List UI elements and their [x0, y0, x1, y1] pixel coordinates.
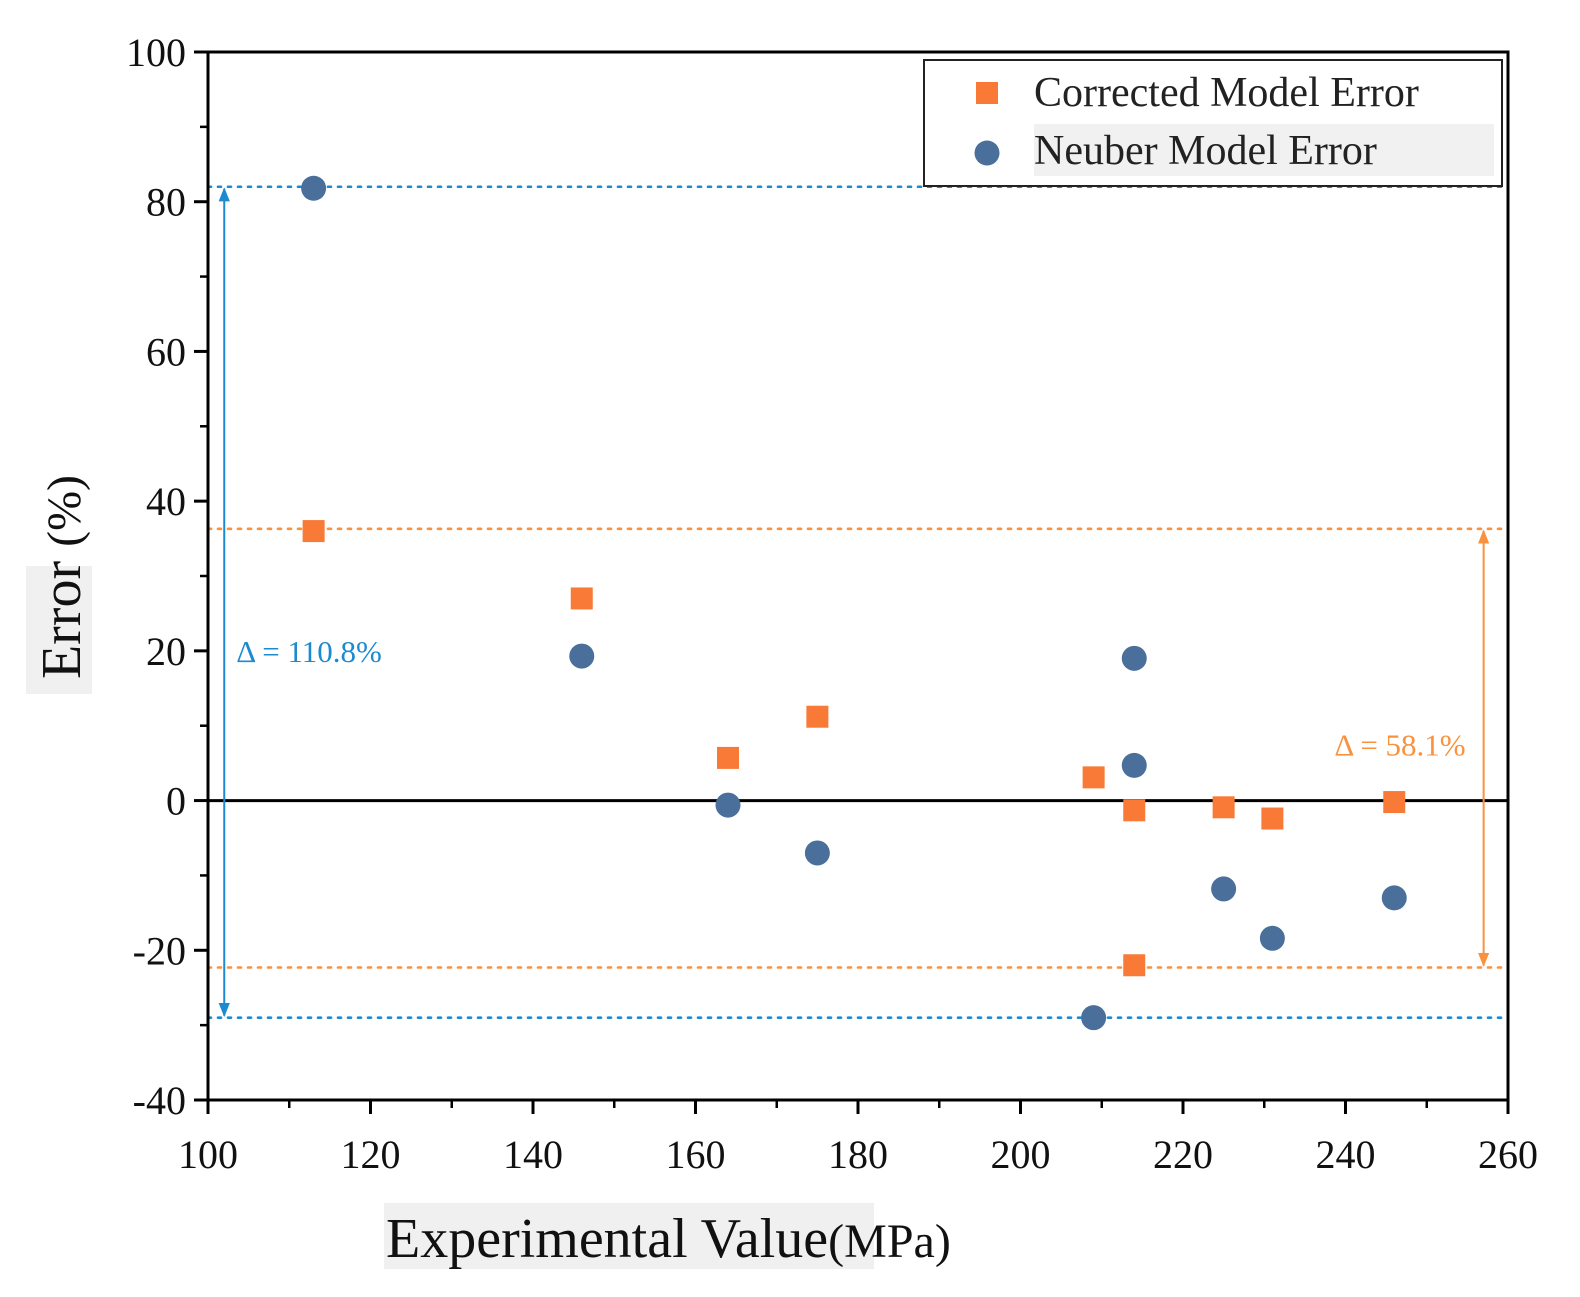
corrected-point-7: [1212, 796, 1235, 819]
x-tick-label-7: 240: [1316, 1132, 1376, 1177]
legend-label-shade: [1034, 124, 1494, 176]
neuber-point-9: [1381, 885, 1407, 911]
y-tick-label-0: -40: [133, 1078, 186, 1123]
y-axis-title-unit: (%): [38, 475, 91, 547]
corrected-point-6: [1123, 954, 1146, 977]
neuber-point-6: [1121, 752, 1147, 778]
x-axis-title-main: Experimental Value: [386, 1208, 828, 1270]
neuber-point-8: [1259, 925, 1285, 951]
corrected-point-4: [1082, 766, 1105, 789]
y-axis-title-main: Error: [31, 547, 93, 679]
x-tick-label-3: 160: [666, 1132, 726, 1177]
y-axis-title-shade: [26, 566, 92, 694]
plot-frame: [206, 50, 1510, 1102]
corrected-point-2: [717, 746, 739, 769]
y-tick-label-5: 60: [146, 329, 186, 374]
corrected-point-5: [1123, 799, 1146, 822]
legend-neuber-label: Neuber Model Error: [1034, 128, 1377, 174]
neuber-point-2: [715, 792, 741, 818]
neuber-point-4: [1081, 1005, 1107, 1031]
x-tick-label-6: 220: [1153, 1132, 1213, 1177]
y-axis-title: Error (%): [31, 475, 93, 679]
legend-corrected-swatch: [976, 82, 998, 104]
x-tick-label-4: 180: [828, 1132, 888, 1177]
x-tick-label-5: 200: [991, 1132, 1051, 1177]
neuber-point-5: [1121, 645, 1147, 671]
y-tick-label-6: 80: [146, 180, 186, 225]
corrected-point-9: [1383, 791, 1406, 814]
corrected-point-3: [806, 705, 829, 728]
neuber-point-1: [569, 643, 595, 669]
corrected-point-0: [302, 520, 325, 543]
corrected-point-1: [570, 587, 593, 610]
legend-neuber-swatch: [974, 140, 1000, 166]
x-axis-title: Experimental Value(MPa): [386, 1208, 951, 1270]
legend-corrected-label: Corrected Model Error: [1034, 70, 1419, 116]
axis-titles: Experimental Value(MPa) Error (%): [26, 475, 951, 1270]
y-tick-label-7: 100: [126, 30, 186, 75]
y-tick-label-4: 40: [146, 479, 186, 524]
neuber-range-label: Δ = 110.8%: [236, 634, 382, 669]
y-tick-label-2: 0: [166, 779, 186, 824]
range-annotations: Δ = 110.8% Δ = 58.1%: [218, 187, 1490, 1018]
corrected-range-label: Δ = 58.1%: [1334, 727, 1465, 762]
reference-lines: [206, 185, 1510, 1019]
y-tick-label-3: 20: [146, 629, 186, 674]
data-markers: [301, 175, 1407, 1031]
x-tick-label-1: 120: [341, 1132, 401, 1177]
x-axis-title-unit: (MPa): [828, 1215, 951, 1268]
axes: 100 120 140 160 180 200 220 240 260 -40 -20 0 20 40 60…: [126, 30, 1538, 1177]
legend: Corrected Model Error Neuber Model Error: [923, 59, 1503, 187]
corrected-point-8: [1261, 807, 1284, 830]
neuber-point-0: [301, 175, 327, 201]
x-tick-label-0: 100: [178, 1132, 238, 1177]
x-tick-label-2: 140: [503, 1132, 563, 1177]
y-tick-label-1: -20: [133, 928, 186, 973]
x-tick-label-8: 260: [1478, 1132, 1538, 1177]
neuber-point-7: [1211, 876, 1237, 902]
x-axis-title-shade: [384, 1203, 874, 1269]
neuber-point-3: [804, 840, 830, 866]
